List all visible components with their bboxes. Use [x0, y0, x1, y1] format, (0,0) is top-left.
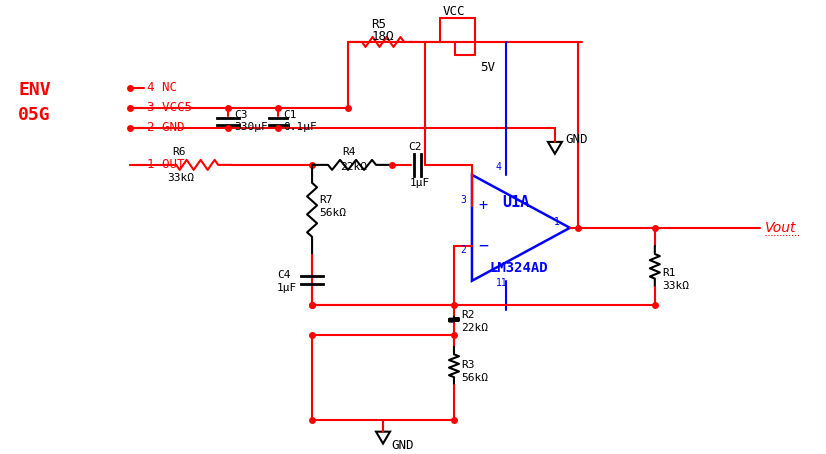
Text: 1: 1 [554, 217, 560, 227]
Text: 33kΩ: 33kΩ [662, 281, 689, 291]
Text: R1: R1 [662, 268, 676, 278]
Text: 1μF: 1μF [277, 283, 297, 293]
Text: GND: GND [391, 439, 414, 452]
Text: R2: R2 [461, 310, 474, 320]
Text: R6: R6 [172, 147, 186, 157]
Text: 4 NC: 4 NC [147, 81, 178, 94]
Text: C3: C3 [234, 110, 248, 120]
Text: 18Ω: 18Ω [371, 30, 393, 44]
Text: 3 VCC5: 3 VCC5 [147, 101, 192, 114]
Text: 1μF: 1μF [410, 178, 430, 188]
Text: U1A: U1A [502, 195, 529, 210]
Text: 1 OUT: 1 OUT [147, 158, 185, 171]
Text: R5: R5 [371, 19, 386, 31]
Text: VCC: VCC [443, 5, 466, 19]
Text: 2 GND: 2 GND [147, 121, 185, 134]
Text: 5V: 5V [480, 61, 495, 74]
Text: R7: R7 [319, 195, 333, 205]
Text: 0.1μF: 0.1μF [283, 122, 317, 132]
Text: 4: 4 [496, 162, 502, 172]
Text: 2: 2 [460, 245, 466, 255]
Text: R3: R3 [461, 360, 474, 370]
Text: 330μF: 330μF [234, 122, 268, 132]
Text: 3: 3 [460, 195, 466, 205]
Text: LM324AD: LM324AD [490, 261, 548, 275]
Text: C4: C4 [277, 270, 291, 280]
Text: +: + [478, 198, 487, 213]
Text: 11: 11 [496, 278, 508, 288]
Text: C2: C2 [408, 142, 421, 152]
Text: −: − [478, 237, 488, 255]
Text: 22kΩ: 22kΩ [461, 323, 488, 333]
Text: GND: GND [565, 133, 587, 146]
Text: C1: C1 [283, 110, 297, 120]
Text: R4: R4 [342, 147, 355, 157]
Text: Vout: Vout [765, 221, 796, 235]
Text: 56kΩ: 56kΩ [461, 373, 488, 383]
Text: 05G: 05G [18, 106, 51, 124]
Text: 33kΩ: 33kΩ [167, 173, 194, 183]
Text: 22kΩ: 22kΩ [340, 162, 367, 172]
Text: ENV: ENV [18, 81, 51, 99]
Text: 56kΩ: 56kΩ [319, 208, 346, 218]
